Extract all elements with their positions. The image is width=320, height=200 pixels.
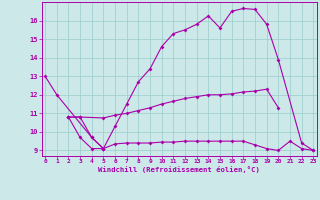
X-axis label: Windchill (Refroidissement éolien,°C): Windchill (Refroidissement éolien,°C) (98, 166, 260, 173)
